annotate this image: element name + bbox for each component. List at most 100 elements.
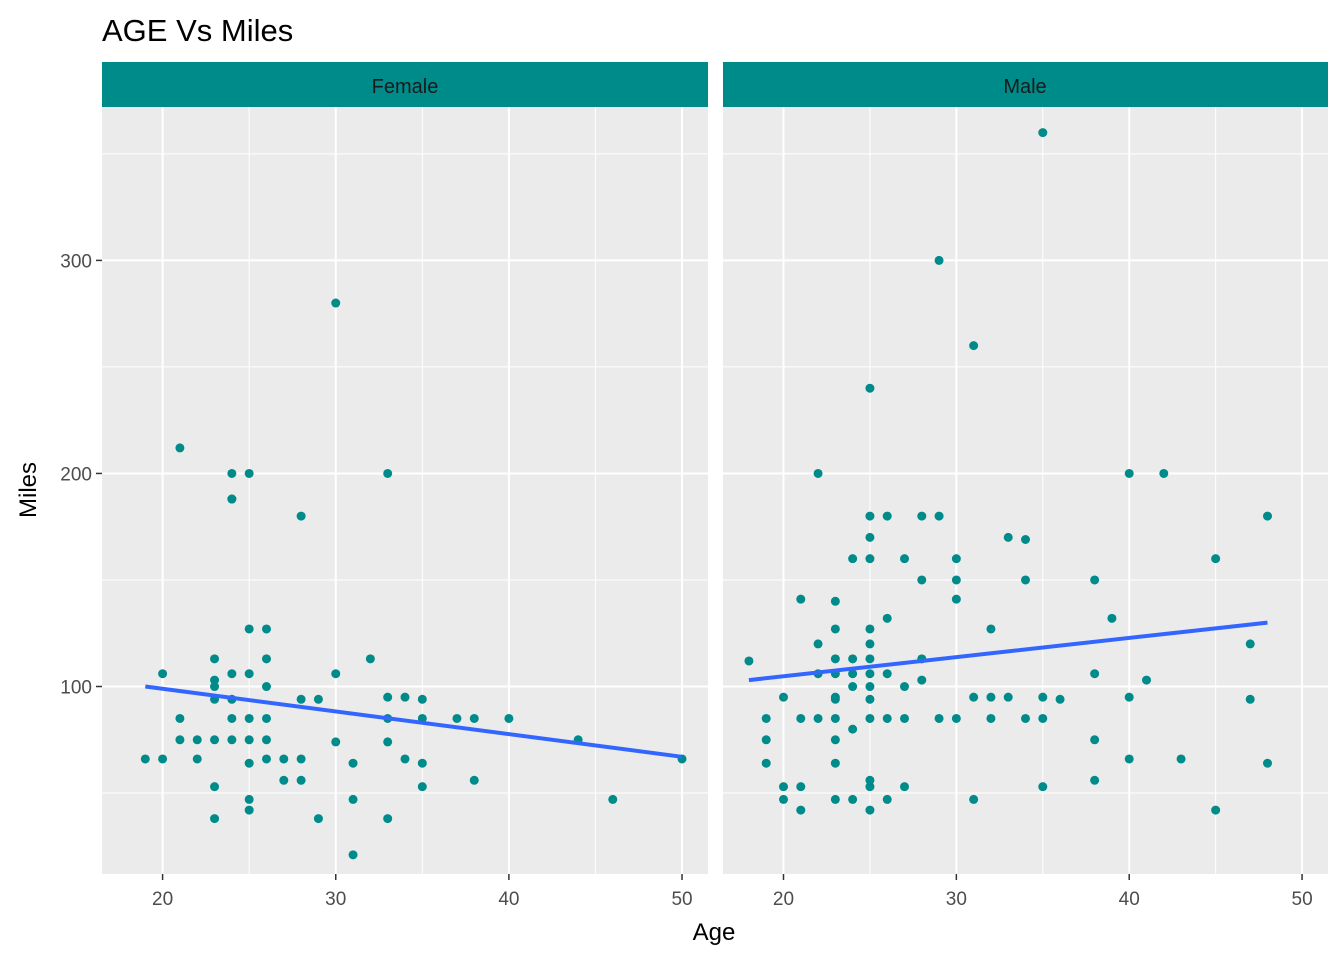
data-point [1090, 575, 1100, 585]
data-point [986, 713, 996, 723]
panel-male: Male [723, 62, 1328, 874]
data-point [986, 624, 996, 634]
data-point [830, 694, 840, 704]
x-tick-label: 20 [773, 889, 794, 910]
data-point [192, 735, 202, 745]
data-point [900, 713, 909, 723]
x-tick-label: 30 [325, 889, 346, 910]
data-point [192, 754, 202, 764]
data-point [951, 575, 961, 585]
data-point [969, 794, 979, 804]
data-point [865, 669, 875, 679]
data-point [296, 754, 306, 764]
data-point [882, 669, 892, 679]
data-point [882, 613, 892, 623]
data-point [313, 694, 323, 704]
data-point [244, 468, 254, 478]
data-point [848, 669, 858, 679]
data-point [1038, 782, 1048, 792]
data-point [469, 775, 479, 785]
data-point [279, 754, 289, 764]
data-point [400, 754, 410, 764]
data-point [227, 735, 237, 745]
data-point [969, 341, 979, 351]
data-point [865, 383, 875, 393]
data-point [175, 443, 185, 453]
data-point [882, 713, 892, 723]
panel-female: Female [102, 62, 708, 874]
strip-female [102, 62, 708, 107]
data-point [417, 694, 427, 704]
data-point [1245, 639, 1255, 649]
y-axis: 100 200 300 [60, 251, 102, 699]
data-point [830, 654, 840, 664]
x-tick-label: 40 [498, 889, 519, 910]
x-tick-label: 50 [1292, 889, 1313, 910]
data-point [865, 694, 875, 704]
trend-line [748, 620, 1268, 683]
data-point [796, 805, 806, 815]
data-point [848, 654, 858, 664]
data-point [1263, 758, 1272, 768]
data-point [210, 735, 220, 745]
strip-label-female: Female [372, 76, 439, 98]
data-point [210, 654, 220, 664]
data-point [865, 682, 875, 692]
data-point [830, 758, 840, 768]
data-point [744, 656, 754, 666]
data-point [1003, 692, 1013, 702]
data-point [348, 794, 358, 804]
data-point [244, 758, 254, 768]
data-point [951, 713, 961, 723]
points-female [140, 298, 687, 860]
chart-title: AGE Vs Miles [102, 13, 293, 48]
data-point [761, 735, 771, 745]
data-point [1090, 669, 1100, 679]
data-point [813, 713, 823, 723]
x-axis-title: Age [693, 919, 736, 946]
data-point [830, 735, 840, 745]
data-point [830, 794, 840, 804]
data-point [1038, 713, 1048, 723]
data-point [261, 754, 271, 764]
data-point [848, 724, 858, 734]
data-point [865, 782, 875, 792]
data-point [608, 794, 618, 804]
data-point [900, 682, 909, 692]
data-point [779, 692, 788, 702]
data-point [227, 713, 237, 723]
data-point [1176, 754, 1186, 764]
data-point [383, 737, 393, 747]
x-tick-label: 40 [1119, 889, 1140, 910]
data-point [227, 494, 237, 504]
data-point [865, 805, 875, 815]
y-tick-label: 300 [60, 251, 92, 272]
data-point [1038, 692, 1048, 702]
data-point [417, 758, 427, 768]
data-point [865, 624, 875, 634]
data-point [348, 850, 358, 860]
data-point [779, 782, 788, 792]
data-point [848, 794, 858, 804]
data-point [1003, 532, 1013, 542]
data-point [865, 775, 875, 785]
data-point [986, 692, 996, 702]
x-tick-label: 50 [671, 889, 692, 910]
data-point [210, 682, 220, 692]
data-point [900, 782, 909, 792]
data-point [813, 468, 823, 478]
data-point [796, 713, 806, 723]
x-axis: 20 30 40 50 20 30 40 50 [152, 874, 1313, 910]
trend-line [145, 684, 683, 759]
data-point [796, 594, 806, 604]
data-point [313, 814, 323, 824]
data-point [779, 794, 788, 804]
data-point [348, 758, 358, 768]
data-point [934, 713, 944, 723]
data-point [261, 735, 271, 745]
data-point [244, 805, 254, 815]
data-point [865, 511, 875, 521]
y-axis-title: Miles [15, 462, 42, 518]
points-male [744, 128, 1272, 815]
